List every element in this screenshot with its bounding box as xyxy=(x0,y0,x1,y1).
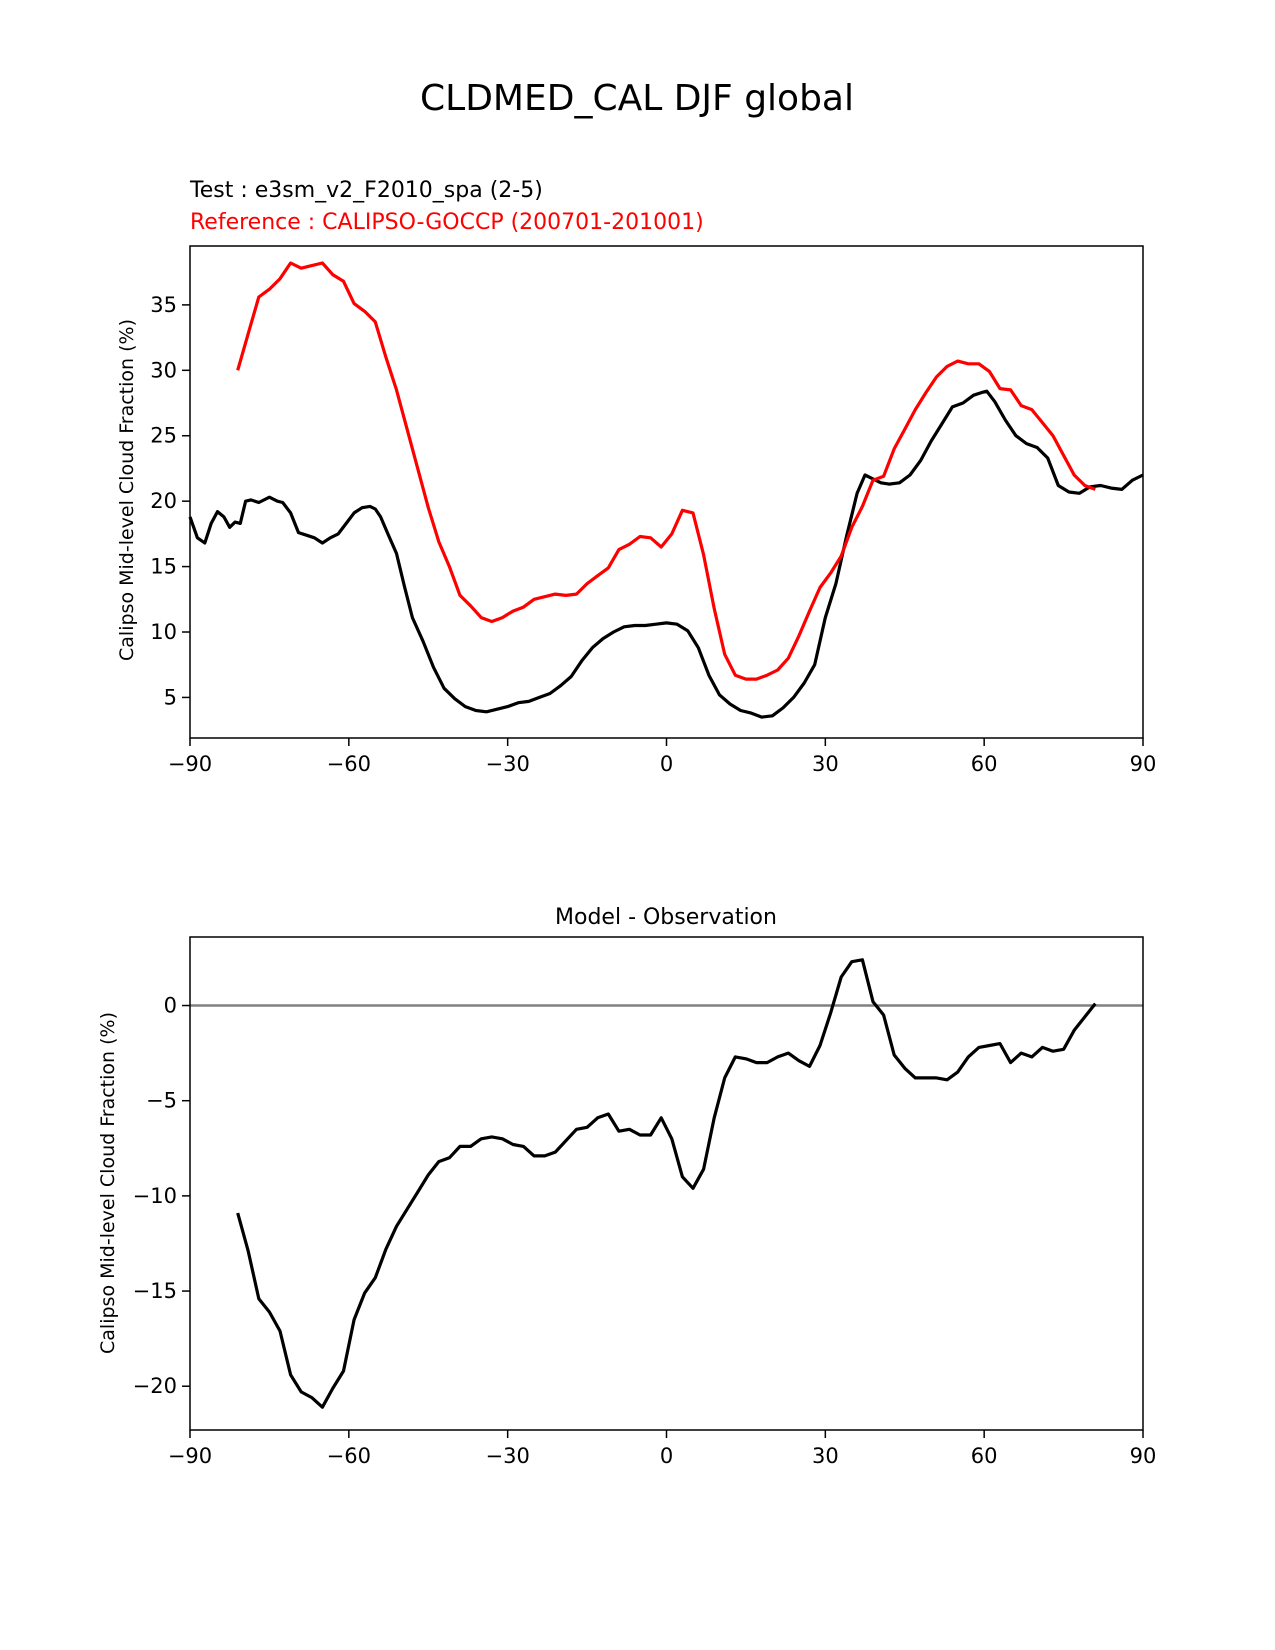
bottom-ticks: −90 −60 −30 0 30 60 90 −20 −15 −10 −5 0 xyxy=(133,994,1157,1468)
reference-title: Reference : CALIPSO-GOCCP (200701-201001… xyxy=(190,210,704,235)
top-x-tick-label: −30 xyxy=(486,752,530,776)
top-x-tick-label: −60 xyxy=(327,752,371,776)
top-x-tick-label: 60 xyxy=(971,752,998,776)
bottom-x-tick-label: −90 xyxy=(168,1444,212,1468)
top-x-tick-label: 30 xyxy=(812,752,839,776)
difference-series-line xyxy=(236,958,1097,1409)
bottom-y-tick-label: −10 xyxy=(133,1184,177,1208)
reference-series-line xyxy=(236,261,1096,681)
top-ticks: −90 −60 −30 0 30 60 90 5 10 15 20 25 30 35 xyxy=(150,293,1156,776)
top-y-tick-label: 10 xyxy=(150,620,177,644)
top-x-tick-label: −90 xyxy=(168,752,212,776)
top-y-tick-label: 15 xyxy=(150,555,177,579)
top-y-tick-label: 20 xyxy=(150,489,177,513)
figure-title: CLDMED_CAL DJF global xyxy=(420,78,854,119)
test-title: Test : e3sm_v2_F2010_spa (2-5) xyxy=(189,178,543,203)
top-y-tick-label: 35 xyxy=(150,293,177,317)
top-y-tick-label: 30 xyxy=(150,358,177,382)
top-panel: Test : e3sm_v2_F2010_spa (2-5) Reference… xyxy=(116,178,1156,776)
test-series-line xyxy=(188,389,1144,719)
top-y-tick-label: 5 xyxy=(164,685,177,709)
bottom-title: Model - Observation xyxy=(555,905,777,930)
bottom-x-tick-label: 30 xyxy=(812,1444,839,1468)
bottom-y-tick-label: −15 xyxy=(133,1279,177,1303)
top-series xyxy=(188,261,1144,719)
bottom-x-tick-label: 90 xyxy=(1130,1444,1157,1468)
bottom-panel: Model - Observation Calipso Mid-level Cl… xyxy=(97,905,1156,1468)
bottom-x-tick-label: −60 xyxy=(327,1444,371,1468)
bottom-x-tick-label: 60 xyxy=(971,1444,998,1468)
top-plot-frame xyxy=(189,245,1144,739)
bottom-y-tick-label: −20 xyxy=(133,1374,177,1398)
bottom-series xyxy=(190,958,1143,1409)
bottom-plot-frame xyxy=(189,936,1144,1431)
top-y-tick-label: 25 xyxy=(150,424,177,448)
top-x-tick-label: 90 xyxy=(1130,752,1157,776)
bottom-y-axis-label: Calipso Mid-level Cloud Fraction (%) xyxy=(97,1012,119,1354)
bottom-y-tick-label: 0 xyxy=(164,994,177,1018)
top-x-tick-label: 0 xyxy=(660,752,673,776)
bottom-x-tick-label: 0 xyxy=(660,1444,673,1468)
bottom-x-tick-label: −30 xyxy=(486,1444,530,1468)
top-y-axis-label: Calipso Mid-level Cloud Fraction (%) xyxy=(116,319,138,661)
bottom-y-tick-label: −5 xyxy=(146,1089,177,1113)
